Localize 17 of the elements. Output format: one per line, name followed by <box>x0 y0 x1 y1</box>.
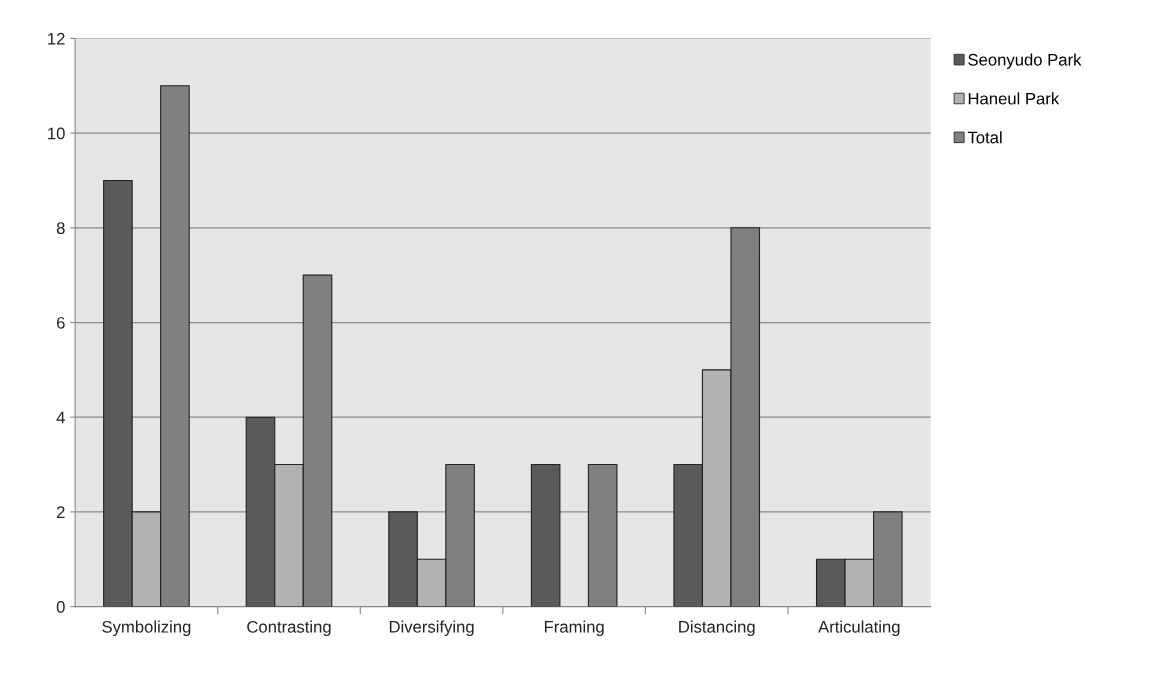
x-tick-label: Articulating <box>818 620 900 637</box>
x-tick-label: Framing <box>544 620 604 637</box>
y-tick-label: 4 <box>56 411 65 424</box>
y-tick-label: 6 <box>57 316 65 329</box>
y-tick-label: 0 <box>56 601 65 613</box>
x-tick-label: Distancing <box>679 620 755 637</box>
legend-label: Total <box>967 131 1002 144</box>
legend-label: Seonyudo Park <box>968 53 1082 69</box>
x-tick-label: Contrasting <box>247 620 331 637</box>
x-tick-label: Symbolizing <box>102 620 191 637</box>
y-tick-label: 12 <box>48 32 65 45</box>
y-tick-label: 10 <box>48 127 65 140</box>
y-tick-label: 2 <box>56 506 65 518</box>
bar <box>530 463 561 607</box>
x-tick-label: Diversifying <box>389 620 474 637</box>
legend-label: Haneul Park <box>968 92 1060 105</box>
y-tick-label: 8 <box>56 222 65 235</box>
